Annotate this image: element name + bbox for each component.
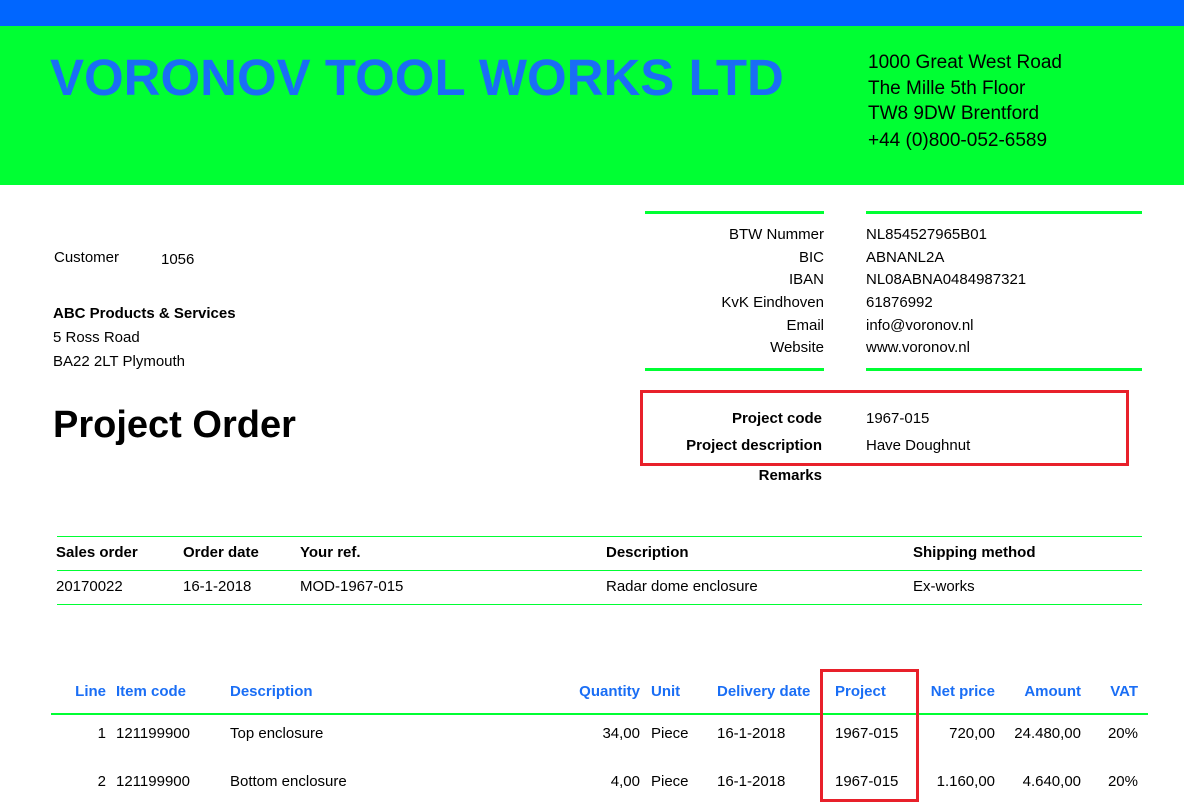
company-name: VORONOV TOOL WORKS LTD xyxy=(50,49,784,106)
info-value: www.voronov.nl xyxy=(866,339,970,356)
address-line: +44 (0)800-052-6589 xyxy=(868,130,1048,151)
table-cell: 1.160,00 xyxy=(936,773,995,790)
divider xyxy=(57,570,1142,571)
project-description-label: Project description xyxy=(686,437,822,454)
customer-number: 1056 xyxy=(161,251,195,268)
divider xyxy=(645,211,824,214)
order-header: Sales order xyxy=(56,544,138,561)
column-header: Description xyxy=(230,683,313,700)
top-bar xyxy=(0,0,1184,26)
table-cell: 121199900 xyxy=(116,773,190,790)
divider xyxy=(57,604,1142,605)
remarks-label: Remarks xyxy=(758,467,822,484)
info-label: IBAN xyxy=(788,271,824,288)
table-cell: Piece xyxy=(651,773,689,790)
table-cell: 1967-015 xyxy=(835,725,899,742)
project-description: Have Doughnut xyxy=(866,437,971,454)
customer-street: 5 Ross Road xyxy=(53,329,140,346)
table-cell: 2 xyxy=(97,773,106,790)
order-header: Order date xyxy=(183,544,259,561)
info-value: 61876992 xyxy=(866,294,933,311)
table-cell: Top enclosure xyxy=(230,725,324,742)
order-cell: 16-1-2018 xyxy=(183,578,252,595)
table-cell: 34,00 xyxy=(602,725,640,742)
info-value: ABNANL2A xyxy=(866,249,945,266)
order-cell: Radar dome enclosure xyxy=(606,578,758,595)
table-cell: Bottom enclosure xyxy=(230,773,347,790)
info-value: info@voronov.nl xyxy=(866,317,974,334)
highlight-box xyxy=(820,669,919,802)
order-header: Your ref. xyxy=(300,544,361,561)
table-cell: 121199900 xyxy=(116,725,190,742)
divider xyxy=(51,713,1148,715)
header-band xyxy=(0,26,1184,185)
order-header: Description xyxy=(606,544,689,561)
table-cell: 16-1-2018 xyxy=(717,773,786,790)
customer-city: BA22 2LT Plymouth xyxy=(53,353,186,370)
table-cell: 20% xyxy=(1107,773,1138,790)
table-cell: 1 xyxy=(97,725,106,742)
table-cell: 1967-015 xyxy=(835,773,899,790)
column-header: Item code xyxy=(116,683,187,700)
info-value: NL08ABNA0484987321 xyxy=(866,271,1027,288)
table-cell: 16-1-2018 xyxy=(717,725,786,742)
column-header: Line xyxy=(75,683,106,700)
order-cell: Ex-works xyxy=(913,578,975,595)
address-line: TW8 9DW Brentford xyxy=(868,103,1040,124)
column-header: Delivery date xyxy=(717,683,811,700)
info-label: BIC xyxy=(798,249,824,266)
project-code-label: Project code xyxy=(731,410,822,427)
project-code: 1967-015 xyxy=(866,410,930,427)
info-label: Email xyxy=(786,317,824,334)
address-line: 1000 Great West Road xyxy=(868,52,1062,73)
page-title: Project Order xyxy=(53,404,296,446)
table-cell: 24.480,00 xyxy=(1014,725,1081,742)
divider xyxy=(645,368,824,371)
info-label: KvK Eindhoven xyxy=(721,294,824,311)
order-cell: MOD-1967-015 xyxy=(300,578,404,595)
column-header: VAT xyxy=(1110,683,1138,700)
column-header: Unit xyxy=(651,683,681,700)
column-header: Quantity xyxy=(579,683,640,700)
table-cell: 4,00 xyxy=(610,773,640,790)
order-cell: 20170022 xyxy=(56,578,123,595)
info-label: Website xyxy=(770,339,824,356)
table-cell: 4.640,00 xyxy=(1022,773,1081,790)
customer-name: ABC Products & Services xyxy=(53,305,236,322)
order-header: Shipping method xyxy=(913,544,1036,561)
column-header: Amount xyxy=(1024,683,1081,700)
customer-label: Customer xyxy=(54,249,120,266)
address-line: The Mille 5th Floor xyxy=(868,78,1026,99)
table-cell: 720,00 xyxy=(949,725,995,742)
info-value: NL854527965B01 xyxy=(866,226,987,243)
divider xyxy=(866,368,1142,371)
table-cell: Piece xyxy=(651,725,689,742)
divider xyxy=(57,536,1142,537)
column-header: Project xyxy=(835,683,886,700)
column-header: Net price xyxy=(930,683,995,700)
highlight-box xyxy=(640,390,1129,466)
info-label: BTW Nummer xyxy=(729,226,824,243)
table-cell: 20% xyxy=(1107,725,1138,742)
divider xyxy=(866,211,1142,214)
